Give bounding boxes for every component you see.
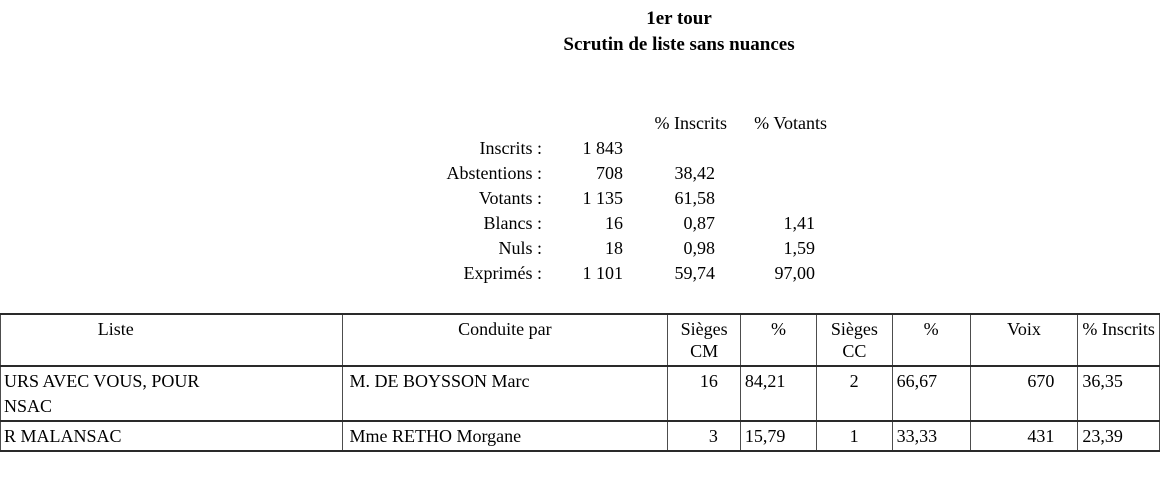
cell-sieges-cc: 1 [816,421,893,451]
cell-pct-inscrits: 36,35 [1077,366,1160,421]
stats-header-pct-votants: % Votants [754,113,827,133]
stats-pct-votants [727,136,827,161]
stats-pct-votants [727,186,827,211]
liste-name-line2: NSAC [4,396,53,416]
stats-pct-inscrits: 38,42 [674,163,716,183]
stats-value-votants: 1 135 [582,188,624,208]
title-round: 1er tour [646,8,712,29]
cell-pct-cc: 66,67 [891,366,971,421]
stats-pct-inscrits: 0,98 [683,238,716,258]
stats-value-nuls: 18 [605,238,623,258]
stats-label-exprimes: Exprimés : [463,263,543,283]
table-row-liste-1: URS AVEC VOUS, POUR NSAC M. DE BOYSSON M… [0,366,1160,421]
cell-sieges-cc: 2 [816,366,893,421]
col-header-pct-cc: % [891,314,971,366]
stats-pct-votants: 97,00 [774,263,816,283]
document-title: 1er tour Scrutin de liste sans nuances [379,6,979,58]
col-header-sieges-cc-line1: Sièges [830,319,878,339]
stats-pct-inscrits [623,136,727,161]
cell-pct-cm: 15,79 [739,421,818,451]
stats-pct-inscrits: 59,74 [674,263,716,283]
col-header-pct-inscrits: % Inscrits [1077,314,1160,366]
stats-label-nuls: Nuls : [498,238,542,258]
col-header-sieges-cc-line2: CC [842,341,867,361]
stats-header-spacer [312,111,542,136]
col-header-sieges-cc: Sièges CC [816,314,893,366]
stats-pct-votants [727,161,827,186]
cell-liste-name: URS AVEC VOUS, POUR NSAC [0,366,343,421]
cell-conduite-par: M. DE BOYSSON Marc [341,366,669,421]
participation-stats: % Inscrits % Votants Inscrits : 1 843 Ab… [312,111,827,286]
stats-value-blancs: 16 [605,213,623,233]
cell-conduite-par: Mme RETHO Morgane [341,421,669,451]
stats-header-spacer [542,111,623,136]
col-header-sieges-cm-line2: CM [690,341,719,361]
stats-header-pct-inscrits: % Inscrits [654,113,727,133]
stats-pct-inscrits: 0,87 [683,213,716,233]
stats-pct-votants: 1,41 [783,213,816,233]
cell-voix: 431 [969,421,1079,451]
liste-name-line1: URS AVEC VOUS, POUR [4,371,200,391]
cell-pct-inscrits: 23,39 [1077,421,1160,451]
stats-pct-inscrits: 61,58 [674,188,716,208]
cell-pct-cm: 84,21 [739,366,818,421]
cell-voix: 670 [969,366,1079,421]
table-row-liste-2: R MALANSAC Mme RETHO Morgane 3 15,79 1 3… [0,421,1160,451]
stats-value-exprimes: 1 101 [582,263,624,283]
liste-name-line1: R MALANSAC [4,426,122,446]
stats-pct-votants: 1,59 [783,238,816,258]
stats-label-blancs: Blancs : [483,213,543,233]
stats-value-inscrits: 1 843 [582,138,624,158]
col-header-sieges-cm-line1: Sièges [680,319,728,339]
results-header-row: Liste Conduite par Sièges CM % Sièges CC… [0,314,1160,366]
cell-sieges-cm: 3 [667,421,741,451]
col-header-liste: Liste [0,314,343,366]
cell-sieges-cm: 16 [667,366,741,421]
stats-label-abstentions: Abstentions : [446,163,542,183]
results-table: Liste Conduite par Sièges CM % Sièges CC… [0,313,1160,452]
stats-value-abstentions: 708 [596,163,623,183]
col-header-pct-cm: % [739,314,818,366]
cell-pct-cc: 33,33 [891,421,971,451]
stats-label-votants: Votants : [478,188,542,208]
col-header-voix: Voix [969,314,1079,366]
col-header-sieges-cm: Sièges CM [667,314,741,366]
title-scrutin-type: Scrutin de liste sans nuances [563,34,795,55]
stats-label-inscrits: Inscrits : [479,138,543,158]
cell-liste-name: R MALANSAC [0,421,343,451]
col-header-conduite-par: Conduite par [341,314,669,366]
